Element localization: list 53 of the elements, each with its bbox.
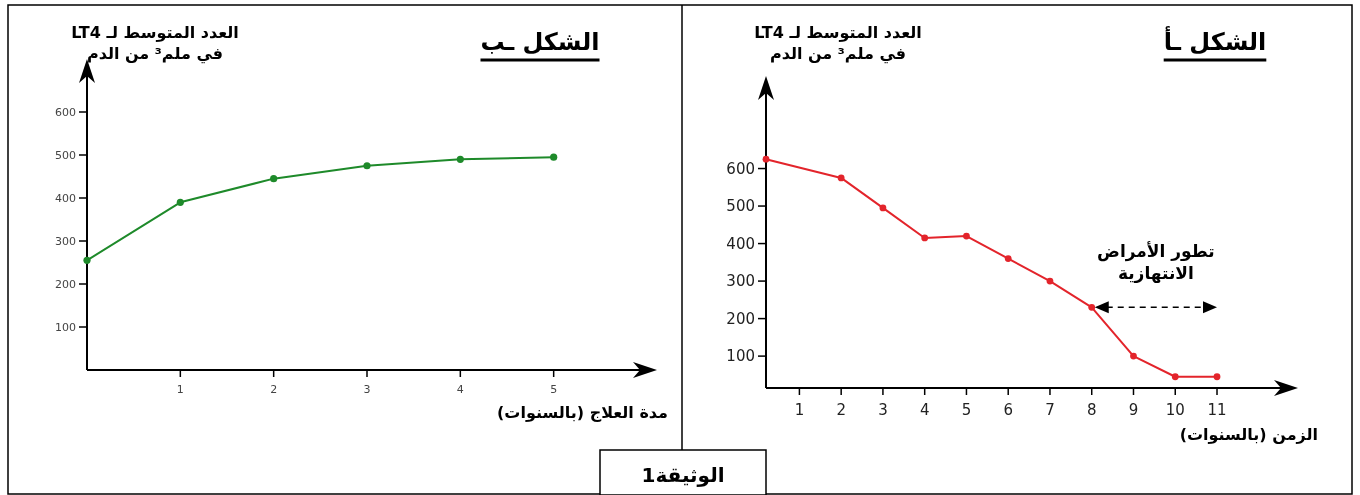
point [1213, 373, 1221, 381]
x-tick-label: 10 [1165, 401, 1185, 419]
y-tick-label: 300 [726, 272, 755, 291]
x-tick-label: 3 [878, 401, 888, 419]
point [83, 256, 91, 264]
point [176, 198, 184, 206]
point [363, 162, 371, 170]
point [1171, 373, 1179, 381]
x-tick-label: 2 [270, 383, 278, 396]
y-tick-label: 100 [55, 320, 76, 334]
x-tick-label: 2 [836, 401, 846, 419]
x-tick-label: 9 [1128, 401, 1139, 419]
x-tick-label: 4 [919, 401, 930, 419]
annotation: تطور الأمراض الانتهازية [1097, 241, 1215, 285]
y-tick-label: 500 [726, 197, 755, 216]
y-tick-label: 300 [55, 234, 76, 248]
point [456, 155, 464, 163]
y-axis-title: العدد المتوسط لـ LT4 في ملم³ من الدم [754, 23, 922, 64]
caption: الوثيقة1 [599, 449, 767, 495]
chart-title: الشكل ـب [480, 28, 600, 56]
point [837, 174, 845, 182]
y-axis-title: العدد المتوسط لـ LT4 في ملم³ من الدم [71, 23, 239, 64]
x-tick-label: 5 [961, 401, 972, 419]
y-tick-label: 200 [55, 277, 76, 291]
x-tick-label: 3 [363, 383, 371, 396]
y-tick-label: 600 [55, 105, 76, 119]
x-tick-label: 8 [1086, 401, 1097, 419]
point [963, 232, 970, 240]
point [270, 175, 278, 183]
x-tick-label: 1 [794, 401, 805, 419]
y-tick-label: 600 [726, 159, 755, 178]
y-tick-label: 100 [726, 347, 755, 366]
x-tick-label: 4 [456, 383, 464, 396]
point [1088, 303, 1096, 311]
x-tick-label: 5 [550, 383, 558, 396]
point [921, 234, 929, 242]
y-tick-label: 500 [55, 148, 76, 162]
y-tick-label: 400 [726, 234, 755, 253]
y-tick-label: 400 [55, 191, 76, 205]
point [762, 155, 770, 163]
point [1046, 277, 1054, 285]
point [1004, 255, 1012, 262]
point [1130, 352, 1137, 360]
point [550, 153, 558, 161]
x-tick-label: 7 [1045, 401, 1055, 419]
x-axis-title: الزمن (بالسنوات) [1179, 425, 1318, 444]
x-axis-title: مدة العلاج (بالسنوات) [497, 403, 668, 422]
chart-title: الشكل ـأ [1163, 26, 1267, 56]
x-tick-label: 11 [1207, 401, 1227, 419]
point [879, 204, 887, 212]
y-tick-label: 200 [726, 309, 755, 328]
x-tick-label: 6 [1003, 401, 1013, 419]
x-tick-label: 1 [176, 383, 184, 396]
